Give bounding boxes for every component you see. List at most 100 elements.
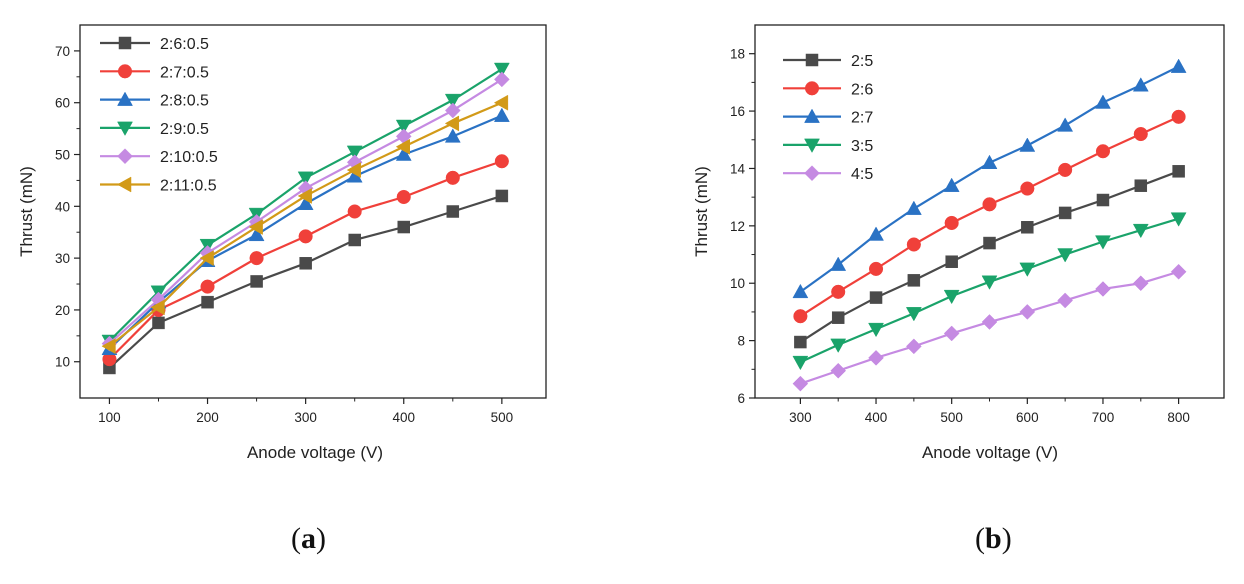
panel-b-data-point (1019, 137, 1036, 152)
panel-a-data-point (200, 279, 215, 294)
panel-b-legend-marker (804, 81, 820, 96)
panel-a-data-point (348, 233, 361, 247)
panel-a-data-point (445, 170, 460, 185)
panel-a-x-axis-label: Anode voltage (V) (247, 443, 383, 462)
panel-b-data-point (981, 154, 998, 169)
panel-a-y-tick-label: 30 (55, 251, 70, 266)
panel-b-x-tick-label: 800 (1167, 410, 1190, 425)
panel-b-data-point (831, 284, 846, 299)
panel-b-y-tick-label: 12 (730, 219, 745, 234)
panel-b-data-point (1020, 181, 1035, 196)
panel-a-data-point (346, 162, 361, 178)
panel-a-caption: (a) (291, 522, 326, 555)
panel-b-data-point (868, 349, 884, 366)
panel-b-legend-label: 4:5 (851, 166, 873, 183)
panel-a-y-tick-label: 40 (55, 199, 70, 214)
panel-b-x-tick-label: 400 (865, 410, 888, 425)
panel-a-legend-label: 2:10:0.5 (160, 149, 218, 166)
panel-a-series-2-9-0.5 (101, 62, 510, 350)
panel-b-data-point (1132, 77, 1149, 92)
panel-b-data-point (1019, 304, 1036, 320)
panel-a-data-point (444, 115, 460, 132)
panel-a-x-tick-label: 300 (294, 410, 317, 425)
panel-b-data-point (1132, 223, 1149, 239)
panel-a-data-point (493, 94, 509, 111)
panel-b-x-tick-label: 300 (789, 410, 812, 425)
panel-b-data-point (943, 289, 960, 305)
panel-a-data-point (249, 251, 264, 266)
panel-a-data-point (152, 316, 165, 330)
panel-b-data-point (794, 335, 807, 349)
panel-b-plot-frame (754, 24, 1225, 399)
panel-b-data-point (792, 283, 809, 299)
panel-b-legend-label: 3:5 (851, 138, 873, 155)
panel-a-y-tick-label: 70 (55, 44, 70, 59)
panel-b-x-tick-label: 500 (940, 410, 963, 425)
panel-b-data-point (1058, 162, 1073, 177)
panel-b-data-point (981, 275, 998, 290)
panel-b-data-point (1132, 275, 1149, 292)
panel-a-legend-label: 2:9:0.5 (160, 121, 209, 138)
panel-b-data-point (1096, 193, 1110, 207)
panel-a-data-point (101, 338, 116, 355)
panel-b-data-point (1171, 109, 1186, 124)
panel-a-plot-frame (79, 24, 547, 399)
panel-b-y-axis-label: Thrust (mN) (692, 166, 711, 257)
panel-b-y-tick-label: 10 (730, 276, 745, 291)
panel-b-data-point (1058, 206, 1072, 220)
panel-a-legend-marker (117, 91, 133, 106)
panel-b-data-point (831, 311, 845, 324)
panel-a-legend-label: 2:8:0.5 (160, 93, 209, 110)
panel-a-data-point (395, 146, 412, 161)
panel-a-x-tick-label: 500 (491, 410, 514, 425)
panel-b-data-point (907, 274, 921, 287)
panel-a-data-point (199, 250, 214, 267)
panel-b-data-point (983, 236, 996, 250)
panel-a-data-point (298, 229, 313, 244)
panel-a-data-point (395, 138, 410, 155)
panel-b-data-point (793, 309, 808, 324)
panel-b-y-tick-label: 6 (737, 391, 745, 406)
panel-a-data-point (346, 145, 363, 160)
panel-a-data-point (299, 257, 312, 270)
panel-a-data-point (250, 275, 263, 288)
panel-b-data-point (830, 256, 847, 271)
panel-a-series-line (108, 78, 503, 345)
panel-b-data-point (1057, 117, 1074, 132)
panel-a-x-tick-label: 400 (392, 410, 415, 425)
panel-b-data-point (943, 177, 960, 192)
panel-b-y-tick-label: 14 (730, 161, 746, 176)
panel-b-legend-label: 2:6 (851, 81, 873, 98)
panel-b-y-tick-label: 18 (730, 47, 745, 62)
panel-b-caption: (b) (975, 522, 1012, 555)
panel-b-legend-marker (805, 53, 819, 67)
panel-b-data-point (830, 338, 847, 353)
panel-b-data-point (981, 314, 998, 330)
panel-b-legend-marker (804, 138, 820, 153)
panel-b-series-2-5 (794, 165, 1185, 349)
panel-a-x-tick-label: 200 (196, 410, 219, 425)
panel-a-legend-marker (117, 148, 133, 165)
panel-b-data-point (1095, 281, 1111, 297)
panel-b-y-tick-label: 16 (730, 104, 745, 119)
panel-b-data-point (1057, 292, 1073, 309)
panel-b-series-2-7 (792, 58, 1187, 299)
panel-a-data-point (297, 195, 314, 210)
panel-b-data-point (1170, 263, 1187, 280)
panel-b-data-point (905, 307, 922, 322)
panel-a-y-axis-label: Thrust (mN) (17, 166, 36, 257)
panel-a-y-tick-label: 60 (55, 96, 70, 111)
panel-a-y-tick-label: 20 (55, 303, 70, 318)
panel-a-data-point (248, 226, 265, 242)
panel-a-data-point (444, 128, 461, 143)
panel-a-data-point (444, 93, 461, 109)
panel-b-data-point (868, 261, 884, 276)
panel-a-data-point (493, 107, 510, 122)
panel-b-data-point (906, 237, 921, 252)
panel-a-y-tick-label: 10 (55, 355, 70, 370)
panel-b-data-point (1133, 126, 1148, 142)
panel-a-data-point (495, 189, 509, 203)
panel-a-series-2-11-0.5 (101, 94, 509, 355)
panel-b-data-point (943, 325, 960, 342)
